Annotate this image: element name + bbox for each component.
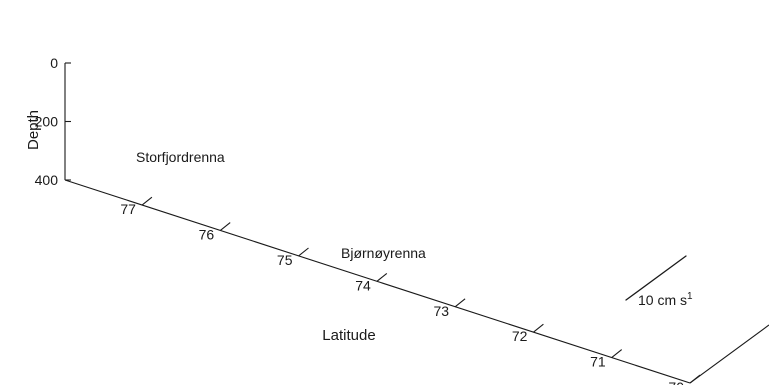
scale-label: 10 cm s1 bbox=[638, 291, 693, 308]
scale-label-text: 10 cm s bbox=[638, 292, 687, 308]
scale-arrow bbox=[625, 255, 687, 301]
latitude-tick bbox=[454, 298, 466, 308]
latitude-tick-label: 75 bbox=[277, 252, 293, 268]
latitude-tick-label: 70 bbox=[668, 379, 684, 385]
latitude-tick-label: 71 bbox=[590, 354, 606, 370]
storfjordrenna-label: Storfjordrenna bbox=[136, 149, 225, 165]
latitude-axis-label: Latitude bbox=[322, 327, 375, 344]
latitude-tick-label: 73 bbox=[434, 303, 450, 319]
depth-tick-label: 400 bbox=[35, 172, 59, 188]
chart-axes bbox=[64, 63, 769, 384]
latitude-tick bbox=[376, 272, 388, 282]
latitude-tick bbox=[533, 323, 544, 333]
depth-axis-label: Depth bbox=[25, 110, 42, 150]
latitude-tick-label: 72 bbox=[512, 328, 528, 344]
scale-bar: 10 cm s1 bbox=[625, 255, 693, 308]
depth-tick-group: 0 200 400 bbox=[35, 55, 71, 188]
bjornoyrenna-label: Bjørnøyrenna bbox=[341, 245, 426, 261]
latitude-tick-label: 76 bbox=[199, 227, 215, 243]
latitude-tick bbox=[689, 374, 701, 384]
latitude-tick-label: 77 bbox=[120, 201, 136, 217]
latitude-tick-group: 70 71 72 73 74 75 76 77 bbox=[120, 196, 701, 385]
latitude-tick bbox=[298, 247, 309, 257]
depth-tick-label: 200 bbox=[35, 114, 59, 130]
scale-label-superscript: 1 bbox=[687, 291, 693, 302]
latitude-tick bbox=[141, 196, 153, 206]
latitude-tick bbox=[611, 349, 623, 359]
depth-tick-label: 0 bbox=[50, 55, 58, 71]
far-baseline bbox=[689, 324, 769, 384]
latitude-tick bbox=[219, 222, 231, 232]
latitude-tick-label: 74 bbox=[355, 277, 371, 293]
